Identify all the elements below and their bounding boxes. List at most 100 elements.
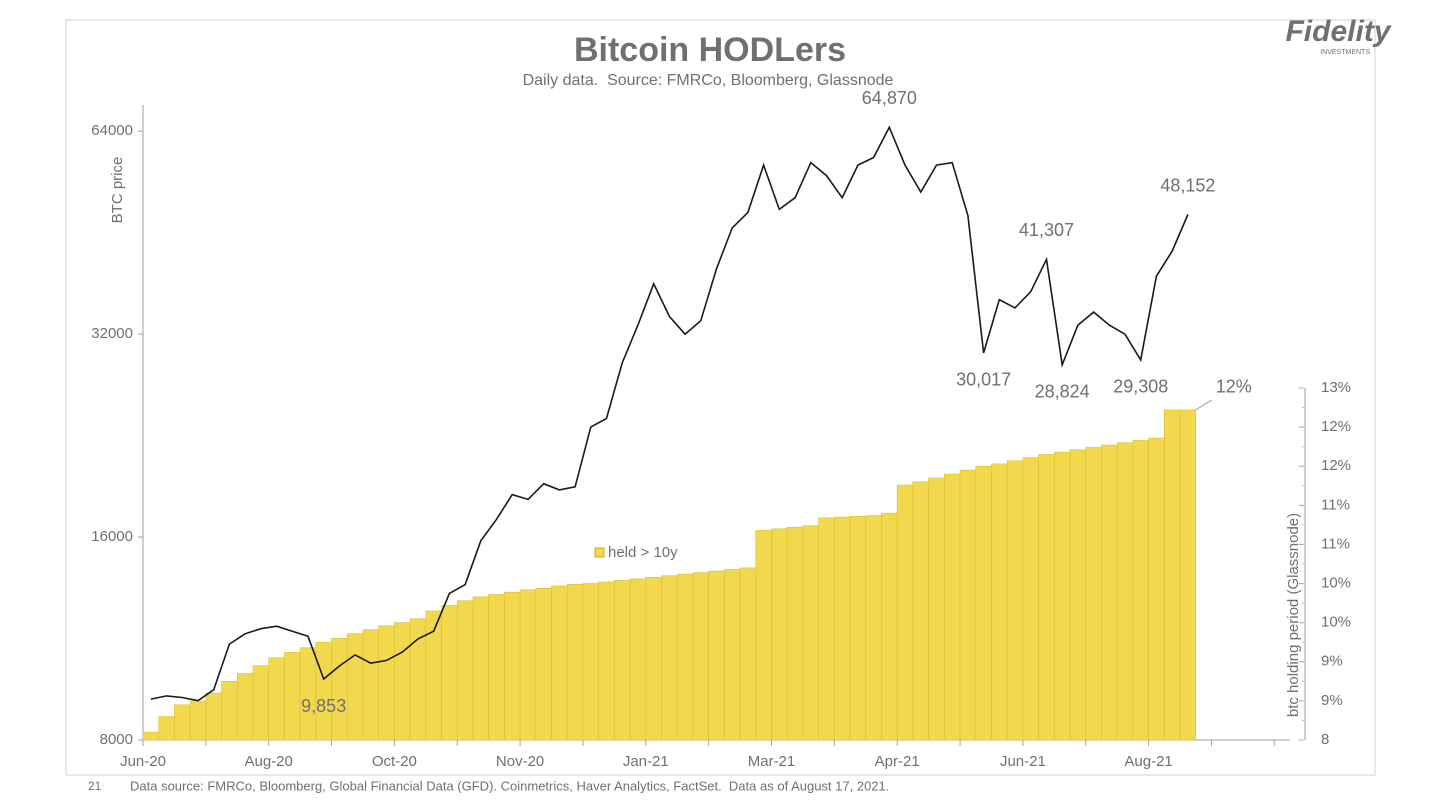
y2-tick-label: 13%: [1321, 379, 1351, 396]
bar: [629, 578, 647, 741]
y-tick-label: 8000: [100, 731, 133, 748]
bar: [1164, 409, 1181, 741]
bar: [582, 583, 599, 741]
bar: [645, 576, 662, 741]
y2-axis-label: btc holding period (Glassnode): [1285, 513, 1302, 717]
page-number: 21: [88, 779, 102, 793]
bar: [975, 465, 992, 741]
bar: [755, 530, 772, 741]
bar: [346, 633, 364, 741]
y2-tick-label: 10%: [1321, 614, 1351, 631]
bar: [1054, 451, 1071, 741]
bar: [441, 605, 458, 741]
bar: [315, 641, 332, 741]
bar: [834, 516, 851, 741]
y2-tick-label: 12%: [1321, 418, 1351, 435]
x-tick-label: Oct-20: [372, 753, 417, 770]
x-tick-label: Aug-21: [1124, 753, 1172, 770]
bar: [771, 528, 788, 741]
y2-tick-label: 9%: [1321, 692, 1343, 709]
chart-subtitle: Daily data. Source: FMRCo, Bloomberg, Gl…: [523, 72, 894, 89]
bar: [676, 573, 694, 741]
bar: [236, 673, 254, 741]
y-tick-label: 32000: [91, 325, 133, 342]
bar: [488, 594, 505, 741]
y2-tick-label: 8: [1321, 731, 1329, 748]
bar: [881, 512, 898, 741]
bar: [944, 473, 961, 741]
bar: [1116, 442, 1134, 741]
bar: [818, 517, 835, 741]
bar: [708, 570, 725, 741]
bar: [896, 484, 914, 741]
bar: [991, 463, 1008, 741]
bar: [598, 581, 615, 741]
bar: [142, 731, 160, 741]
bar: [1038, 454, 1055, 741]
y-axis-label: BTC price: [109, 157, 126, 224]
bar: [1069, 449, 1087, 741]
bar: [205, 692, 222, 741]
data-label: 29,308: [1113, 377, 1168, 397]
y2-tick-label: 10%: [1321, 575, 1351, 592]
x-tick-label: Jun-20: [120, 753, 166, 770]
y2-tick-label: 11%: [1321, 496, 1350, 513]
data-label: 41,307: [1019, 220, 1074, 240]
x-tick-label: Nov-20: [496, 753, 544, 770]
bar: [739, 567, 757, 741]
bar: [394, 622, 411, 741]
bar: [1006, 460, 1024, 741]
chart-title: Bitcoin HODLers: [574, 31, 846, 69]
bar: [174, 704, 191, 741]
data-label: 12%: [1216, 377, 1252, 397]
x-tick-label: Jan-21: [623, 753, 669, 770]
bar: [284, 652, 301, 741]
bar: [928, 477, 945, 741]
logo: Fidelity: [1285, 15, 1391, 48]
bar: [661, 575, 678, 741]
data-label: 28,824: [1035, 382, 1090, 402]
y2-tick-label: 9%: [1321, 653, 1343, 670]
y-tick-label: 64000: [91, 122, 133, 139]
bar: [1101, 444, 1118, 741]
data-label: 30,017: [956, 370, 1011, 390]
x-tick-label: Mar-21: [748, 753, 796, 770]
bar: [268, 657, 285, 741]
data-label: 48,152: [1160, 175, 1215, 195]
bar: [849, 515, 867, 741]
y2-tick-label: 12%: [1321, 457, 1351, 474]
bar: [802, 525, 819, 741]
bar: [1022, 457, 1039, 741]
bar: [566, 584, 584, 741]
bar: [504, 591, 521, 741]
bar: [189, 700, 207, 741]
label-leader: [1195, 399, 1212, 411]
bar: [551, 585, 568, 741]
legend-swatch: [594, 547, 605, 558]
bar: [1148, 437, 1165, 741]
bar: [535, 587, 552, 741]
bar: [959, 469, 977, 741]
bar: [1085, 447, 1102, 741]
bar: [331, 638, 348, 741]
y2-tick-label: 11%: [1321, 535, 1350, 552]
bar: [912, 481, 929, 741]
bar: [865, 515, 882, 741]
bar: [456, 600, 474, 741]
data-label: 64,870: [862, 88, 917, 108]
y-tick-label: 16000: [91, 528, 133, 545]
logo-sub: INVESTMENTS: [1320, 49, 1370, 56]
bar: [221, 681, 238, 741]
bar: [1132, 440, 1149, 741]
bar: [692, 572, 709, 741]
x-tick-label: Apr-21: [875, 753, 920, 770]
bar: [378, 625, 395, 741]
bar: [252, 665, 269, 741]
bar: [472, 596, 489, 741]
x-tick-label: Jun-21: [1000, 753, 1046, 770]
data-label: 9,853: [301, 696, 346, 716]
bar: [614, 580, 631, 741]
legend-label: held > 10y: [608, 544, 678, 561]
bar: [786, 526, 804, 741]
